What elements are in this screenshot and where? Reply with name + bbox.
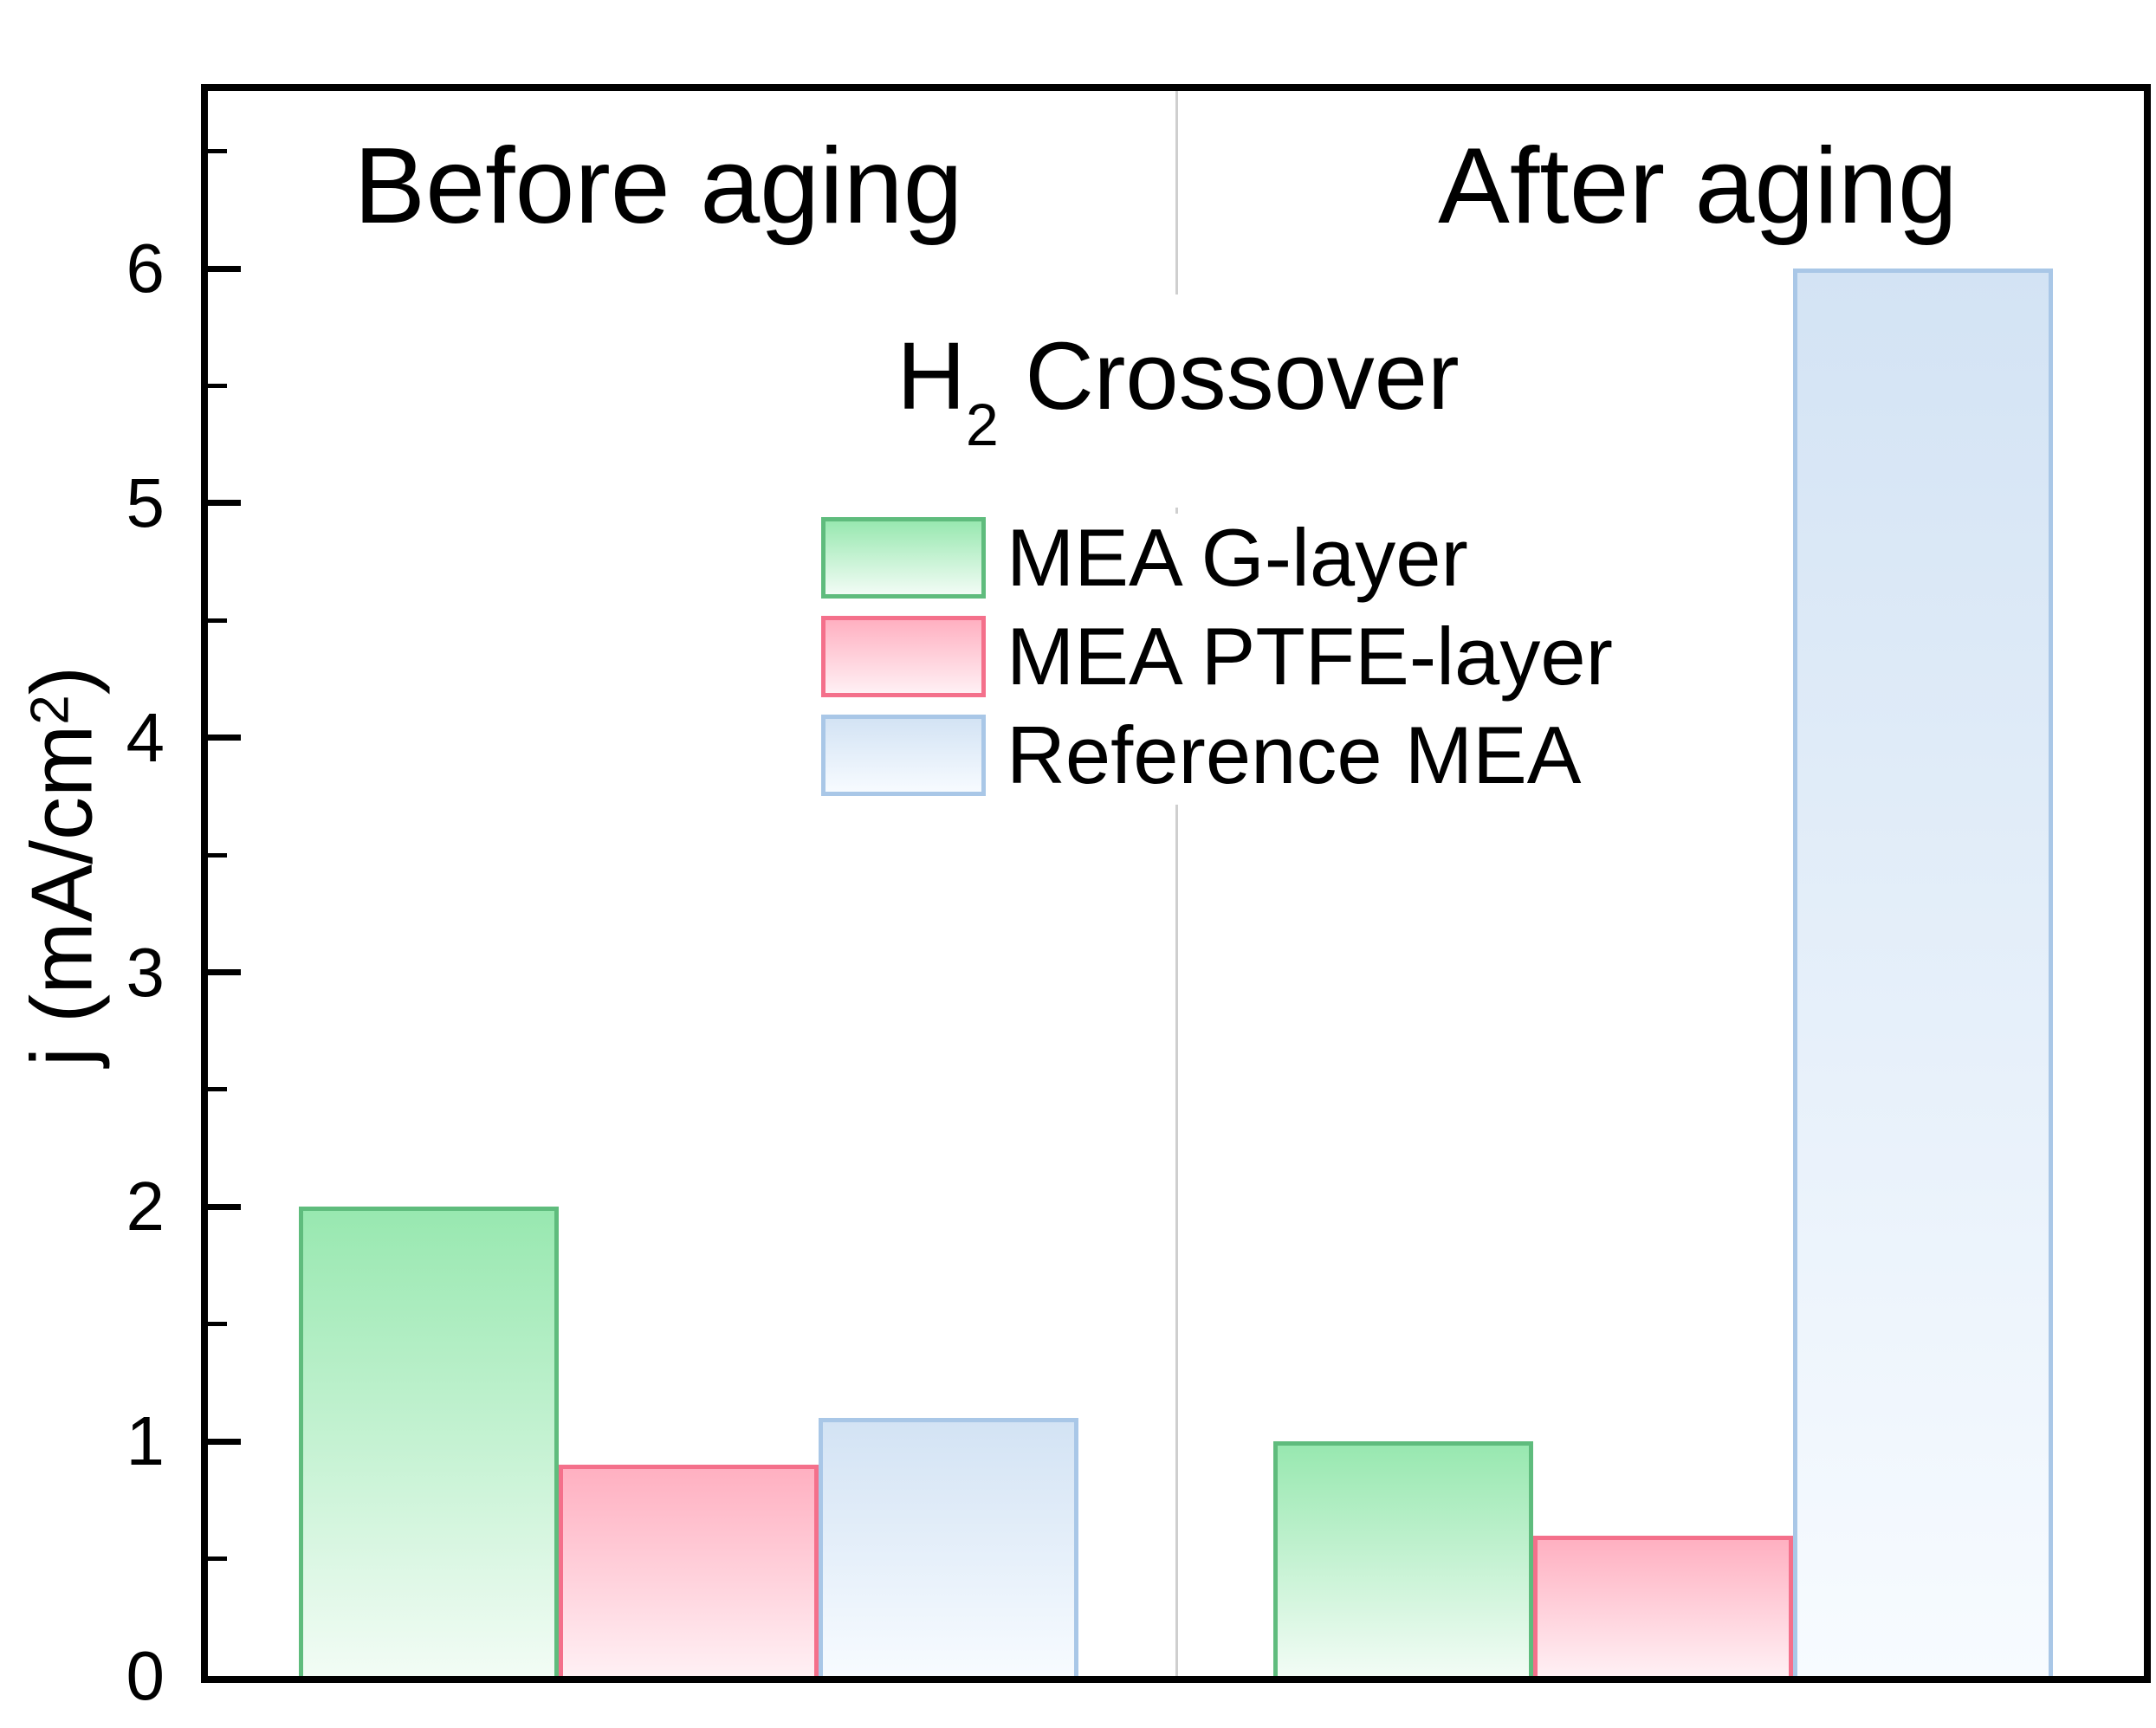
y-major-tick-3 [208, 969, 241, 975]
y-major-tick-4 [208, 735, 241, 741]
y-minor-tick-5.5 [208, 384, 227, 388]
y-major-tick-2 [208, 1204, 241, 1210]
legend-title: H2 Crossover [872, 294, 1484, 508]
y-tick-label-3: 3 [126, 934, 165, 1011]
y-tick-label-1: 1 [126, 1402, 165, 1479]
legend-item-mea-g-layer: MEA G-layer [821, 512, 1613, 603]
bar-mea-g-layer-after-aging [1273, 1441, 1533, 1676]
y-major-tick-5 [208, 500, 241, 506]
y-minor-tick-2.5 [208, 1087, 227, 1091]
y-minor-tick-4.5 [208, 618, 227, 623]
legend-label-reference-mea: Reference MEA [1007, 709, 1582, 800]
y-tick-label-6: 6 [126, 230, 165, 307]
y-tick-label-2: 2 [126, 1168, 165, 1245]
bar-mea-g-layer-before-aging [299, 1207, 559, 1676]
y-tick-label-4: 4 [126, 699, 165, 776]
group-label-after: After aging [1438, 126, 1958, 246]
y-tick-label-5: 5 [126, 464, 165, 541]
legend: MEA G-layer MEA PTFE-layer Reference MEA [821, 512, 1648, 805]
bar-mea-ptfe-layer-before-aging [559, 1465, 819, 1676]
group-label-before: Before aging [353, 126, 963, 246]
bar-reference-mea-after-aging [1793, 269, 2053, 1676]
legend-item-reference-mea: Reference MEA [821, 709, 1613, 800]
legend-label-mea-g-layer: MEA G-layer [1007, 512, 1468, 603]
y-minor-tick-3.5 [208, 853, 227, 858]
legend-label-mea-ptfe-layer: MEA PTFE-layer [1007, 611, 1613, 702]
bar-mea-ptfe-layer-after-aging [1533, 1536, 1793, 1676]
plot-area: Before aging After aging H2 Crossover ME… [201, 84, 2151, 1683]
y-minor-tick-0.5 [208, 1556, 227, 1561]
y-tick-label-0: 0 [126, 1637, 165, 1714]
legend-item-mea-ptfe-layer: MEA PTFE-layer [821, 611, 1613, 702]
y-minor-tick-6.5 [208, 149, 227, 153]
y-minor-tick-1.5 [208, 1322, 227, 1326]
legend-swatch-mea-g-layer [821, 517, 986, 599]
y-major-tick-6 [208, 266, 241, 272]
group-divider-line [1175, 91, 1178, 1676]
bar-reference-mea-before-aging [819, 1418, 1078, 1676]
y-major-tick-1 [208, 1439, 241, 1445]
legend-swatch-reference-mea [821, 715, 986, 796]
legend-swatch-mea-ptfe-layer [821, 616, 986, 697]
